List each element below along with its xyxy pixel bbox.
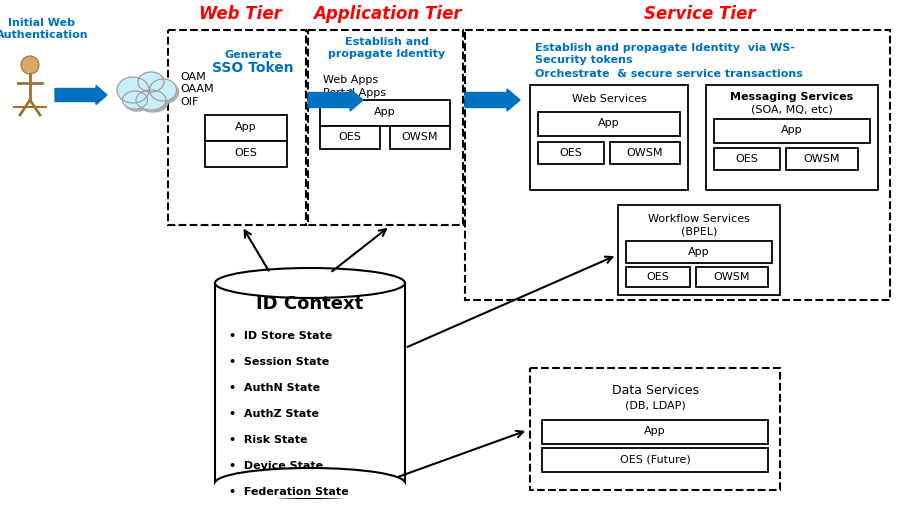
Text: App: App [644, 426, 666, 436]
Bar [542, 420, 768, 444]
Bar [465, 30, 890, 300]
Ellipse shape [149, 79, 176, 101]
Text: OAM
OAAM
OIF: OAM OAAM OIF [180, 72, 213, 107]
Text: OES: OES [235, 148, 257, 158]
Text: OWSM: OWSM [401, 132, 438, 142]
Text: App: App [235, 122, 256, 132]
Text: Workflow Services: Workflow Services [648, 214, 750, 224]
Text: OES: OES [560, 148, 582, 158]
Text: Data Services: Data Services [611, 383, 698, 396]
Ellipse shape [117, 77, 149, 103]
Text: ID Context: ID Context [256, 295, 364, 313]
Text: App: App [781, 125, 803, 135]
Ellipse shape [122, 91, 148, 109]
Bar [205, 141, 287, 167]
Text: Messaging Services: Messaging Services [731, 92, 853, 102]
Text: •  Device State: • Device State [229, 461, 323, 471]
Text: •  Session State: • Session State [229, 357, 329, 367]
Text: OES (Future): OES (Future) [619, 454, 690, 464]
Bar [542, 448, 768, 472]
Text: Web Services: Web Services [572, 94, 646, 104]
Bar [530, 85, 688, 190]
Text: App: App [374, 107, 396, 117]
Bar [308, 30, 463, 225]
Bar [714, 119, 870, 143]
Text: OWSM: OWSM [626, 148, 663, 158]
Bar [390, 126, 450, 149]
Text: •  ID Store State: • ID Store State [229, 331, 332, 341]
Ellipse shape [138, 72, 164, 92]
Text: App: App [598, 118, 620, 128]
Circle shape [21, 56, 39, 74]
Bar [786, 148, 858, 170]
Bar [215, 283, 405, 483]
Bar [696, 267, 768, 287]
Bar [626, 241, 772, 263]
Text: OWSM: OWSM [714, 272, 751, 282]
Text: OES: OES [338, 132, 362, 142]
Ellipse shape [215, 268, 405, 298]
Bar [530, 368, 780, 490]
Text: Establish and propagate Identity  via WS-: Establish and propagate Identity via WS- [535, 43, 795, 53]
Bar [626, 267, 690, 287]
Text: OWSM: OWSM [804, 154, 841, 164]
Bar [215, 483, 405, 498]
Bar [205, 115, 287, 141]
Text: OES: OES [646, 272, 670, 282]
Text: •  Federation State: • Federation State [229, 487, 348, 497]
Bar [320, 126, 380, 149]
Text: Application Tier: Application Tier [312, 5, 462, 23]
Bar [538, 142, 604, 164]
Bar [714, 148, 780, 170]
Text: (SOA, MQ, etc): (SOA, MQ, etc) [752, 104, 833, 114]
Text: Initial Web
Authentication: Initial Web Authentication [0, 18, 88, 40]
Text: Web Apps: Web Apps [323, 75, 378, 85]
FancyArrow shape [465, 89, 520, 111]
Text: Orchestrate  & secure service transactions: Orchestrate & secure service transaction… [535, 69, 803, 79]
Text: •  Risk State: • Risk State [229, 435, 308, 445]
Text: Generate: Generate [224, 50, 282, 60]
Bar [538, 112, 680, 136]
Text: App: App [688, 247, 710, 257]
Text: Portal Apps: Portal Apps [323, 88, 386, 98]
Text: Web Tier: Web Tier [199, 5, 282, 23]
Text: SSO Token: SSO Token [212, 61, 293, 75]
Text: (DB, LDAP): (DB, LDAP) [625, 400, 686, 410]
Text: Establish and
propagate Identity: Establish and propagate Identity [328, 37, 446, 59]
Text: Service Tier: Service Tier [644, 5, 756, 23]
Bar [618, 205, 780, 295]
FancyArrow shape [308, 89, 363, 111]
Text: (BPEL): (BPEL) [680, 226, 717, 236]
Ellipse shape [151, 81, 178, 103]
Bar [706, 85, 878, 190]
Bar [610, 142, 680, 164]
Text: Security tokens: Security tokens [535, 55, 633, 65]
Text: •  AuthN State: • AuthN State [229, 383, 320, 393]
Ellipse shape [119, 79, 151, 105]
Text: •  AuthZ State: • AuthZ State [229, 409, 319, 419]
Text: OES: OES [735, 154, 759, 164]
Ellipse shape [140, 74, 166, 94]
FancyArrow shape [55, 86, 107, 104]
Ellipse shape [124, 93, 149, 111]
Bar [320, 100, 450, 126]
Ellipse shape [136, 90, 166, 110]
Bar [168, 30, 306, 225]
Ellipse shape [215, 468, 405, 498]
Ellipse shape [138, 92, 168, 112]
